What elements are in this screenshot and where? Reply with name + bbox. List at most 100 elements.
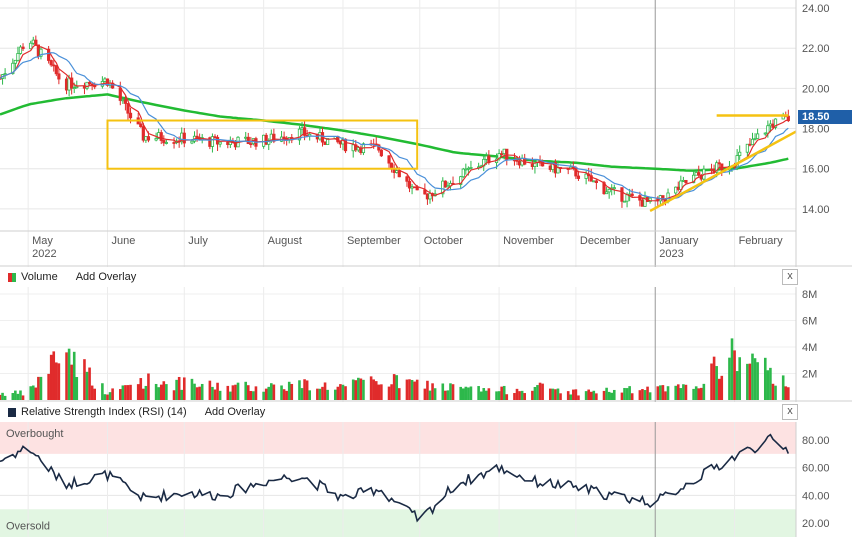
- volume-bar: [477, 386, 480, 400]
- volume-bar: [459, 386, 463, 400]
- volume-bar: [47, 373, 50, 400]
- volume-bar: [666, 386, 670, 400]
- volume-bar: [321, 386, 324, 400]
- candle-body: [297, 128, 302, 141]
- volume-bar: [359, 378, 363, 400]
- candle-body: [576, 175, 581, 179]
- candle-body: [612, 187, 616, 190]
- volume-bar: [397, 388, 401, 400]
- oversold-label: Oversold: [6, 520, 50, 532]
- volume-bar: [369, 376, 373, 400]
- volume-bar: [646, 386, 649, 400]
- volume-bar: [467, 387, 470, 400]
- candle-body: [530, 163, 534, 168]
- volume-tick-label: 6M: [802, 315, 817, 327]
- volume-bar: [11, 393, 15, 400]
- volume-bar: [231, 385, 235, 400]
- volume-bar: [252, 391, 255, 400]
- candle-body: [773, 118, 778, 128]
- volume-bar: [610, 392, 614, 400]
- volume-bar: [172, 390, 176, 400]
- volume-bar: [290, 383, 294, 400]
- volume-tick-label: 4M: [802, 342, 817, 354]
- candle-body: [159, 132, 163, 141]
- volume-bar: [733, 350, 736, 400]
- volume-bar: [605, 387, 608, 400]
- volume-bar: [413, 381, 416, 400]
- candle-body: [517, 160, 522, 166]
- volume-bar: [264, 388, 268, 400]
- candle-body: [29, 42, 33, 50]
- candle-body: [441, 180, 445, 195]
- rsi-close-icon[interactable]: x: [782, 404, 798, 420]
- volume-bar: [694, 386, 698, 400]
- candle-body: [93, 85, 97, 88]
- month-label: September: [347, 235, 401, 247]
- overbought-zone: [0, 422, 796, 454]
- volume-bar: [339, 384, 342, 400]
- volume-bar: [374, 381, 378, 400]
- volume-bar: [182, 377, 186, 400]
- volume-add-overlay-link[interactable]: Add Overlay: [75, 271, 137, 283]
- candle-body: [105, 78, 110, 86]
- candle-body: [709, 168, 714, 171]
- volume-bar: [101, 383, 104, 400]
- candle-body: [502, 148, 506, 155]
- candle-body: [625, 194, 629, 202]
- volume-bar: [735, 371, 739, 400]
- price-tick-label: 16.00: [802, 164, 830, 176]
- volume-bar: [769, 367, 772, 400]
- candle-body: [18, 46, 23, 54]
- candle-body: [676, 186, 680, 190]
- candle-body: [464, 168, 468, 171]
- candle-body: [226, 141, 230, 145]
- candle-body: [262, 134, 266, 147]
- volume-bar: [267, 386, 271, 400]
- candle-body: [397, 170, 401, 178]
- month-label: January: [659, 235, 699, 247]
- volume-bar: [592, 390, 596, 400]
- candle-body: [405, 176, 409, 182]
- volume-bar: [628, 386, 631, 400]
- volume-bar: [108, 392, 112, 400]
- candle-body: [446, 185, 450, 188]
- volume-bar: [682, 384, 685, 400]
- rsi-add-overlay-link[interactable]: Add Overlay: [204, 406, 266, 418]
- month-label: July: [188, 235, 208, 247]
- candle-body: [103, 78, 107, 82]
- candle-body: [750, 138, 755, 146]
- volume-bar: [323, 382, 327, 400]
- volume-bar: [482, 388, 486, 400]
- candle-body: [195, 135, 199, 138]
- volume-bar: [226, 385, 230, 400]
- volume-bar: [351, 379, 355, 400]
- candle-body: [756, 133, 760, 139]
- volume-bar: [72, 351, 76, 400]
- volume-bar: [515, 388, 519, 400]
- volume-bar: [392, 374, 396, 400]
- candle-body: [681, 179, 685, 182]
- candle-body: [75, 86, 79, 88]
- volume-bar: [589, 391, 593, 400]
- volume-bar: [372, 379, 375, 400]
- volume-bar: [715, 366, 718, 400]
- volume-bar: [75, 377, 79, 400]
- volume-bar: [415, 379, 419, 400]
- volume-bar: [497, 391, 501, 400]
- month-label: February: [739, 235, 784, 247]
- volume-bar: [753, 358, 757, 400]
- volume-bar: [103, 394, 107, 400]
- candle-body: [121, 99, 125, 102]
- volume-bar: [208, 380, 212, 400]
- volume-bar: [444, 390, 447, 400]
- candle-body: [16, 53, 20, 61]
- rsi-zones: [0, 422, 796, 537]
- volume-bar: [14, 390, 17, 400]
- volume-bar: [720, 375, 724, 400]
- volume-bar: [144, 385, 148, 400]
- volume-bar: [37, 376, 40, 400]
- year-label: 2022: [32, 248, 56, 260]
- volume-bar: [408, 379, 411, 400]
- volume-close-icon[interactable]: x: [782, 269, 798, 285]
- volume-bar: [574, 389, 578, 400]
